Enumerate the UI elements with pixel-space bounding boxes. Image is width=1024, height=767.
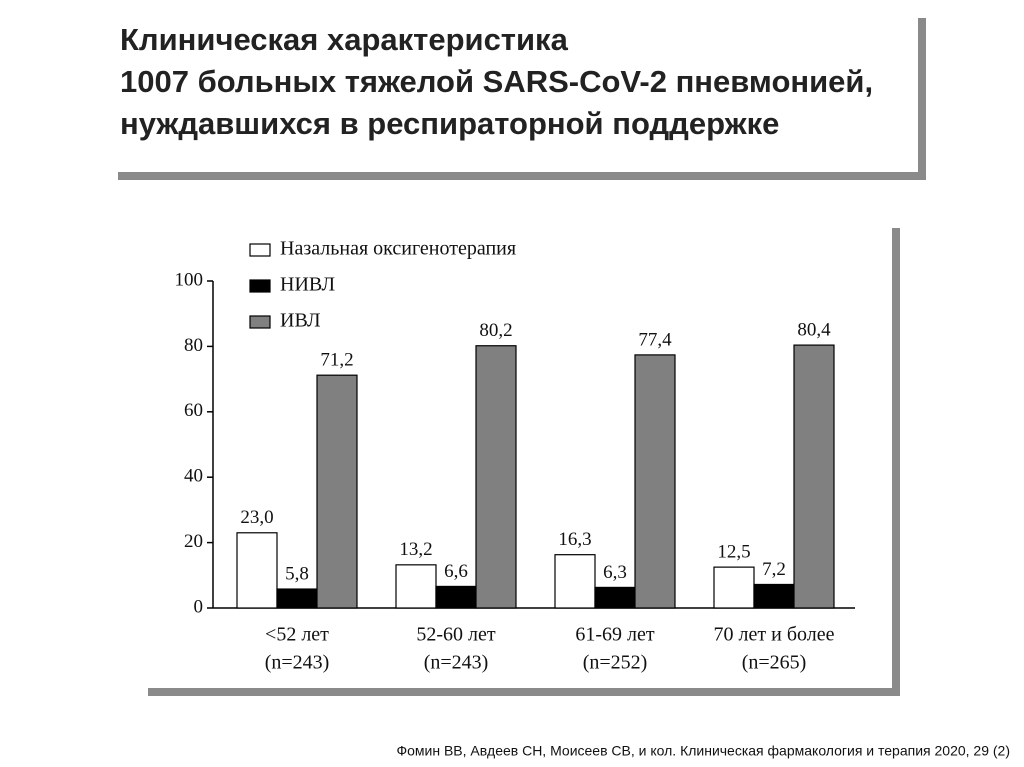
value-label: 6,6 [444, 561, 468, 582]
value-label: 23,0 [240, 507, 273, 528]
bar [435, 585, 477, 609]
title-box [110, 10, 918, 172]
value-label: 6,3 [603, 562, 627, 583]
y-tick-label: 100 [175, 269, 204, 290]
x-tick-label: (n=265) [742, 652, 807, 674]
y-tick-label: 60 [184, 400, 203, 421]
bar [713, 566, 755, 609]
y-tick-label: 0 [194, 596, 204, 617]
bar [395, 564, 437, 609]
value-label: 12,5 [717, 541, 750, 562]
bar [753, 583, 795, 609]
x-tick-label: (n=252) [583, 652, 648, 674]
value-label: 16,3 [558, 529, 591, 550]
value-label: 71,2 [320, 350, 353, 371]
bar [554, 554, 596, 609]
x-tick-label: (n=243) [265, 652, 330, 674]
bar [316, 374, 358, 609]
value-label: 5,8 [285, 563, 309, 584]
y-tick-label: 80 [184, 335, 203, 356]
x-tick-label: (n=243) [424, 652, 489, 674]
x-tick-label: 61-69 лет [575, 624, 655, 646]
source: Фомин ВВ, Авдеев СН, Моисеев СВ, и кол. … [396, 743, 1010, 759]
bar [793, 344, 835, 609]
value-label: 80,2 [479, 320, 512, 341]
legend-label: Назальная оксигенотерапия [280, 238, 516, 260]
value-label: 77,4 [638, 329, 672, 350]
bar [475, 345, 517, 609]
legend-swatch [249, 315, 271, 329]
x-tick-label: 52-60 лет [416, 624, 496, 646]
bar [594, 586, 636, 609]
legend-label: ИВЛ [280, 310, 321, 332]
value-label: 7,2 [762, 559, 786, 580]
title-line: нуждавшихся в респираторной поддержке [120, 106, 779, 141]
legend-label: НИВЛ [280, 274, 335, 296]
legend-swatch [249, 243, 271, 257]
title-line: 1007 больных тяжелой SARS-CoV-2 пневмони… [120, 64, 873, 99]
x-tick-label: <52 лет [265, 624, 329, 646]
bar [276, 588, 318, 609]
legend-swatch [249, 279, 271, 293]
value-label: 80,4 [797, 319, 831, 340]
bar [634, 354, 676, 609]
y-tick-label: 20 [184, 531, 203, 552]
bar [236, 532, 278, 609]
y-tick-label: 40 [184, 466, 203, 487]
value-label: 13,2 [399, 539, 432, 560]
x-tick-label: 70 лет и более [714, 624, 835, 646]
title-line: Клиническая характеристика [120, 22, 569, 57]
